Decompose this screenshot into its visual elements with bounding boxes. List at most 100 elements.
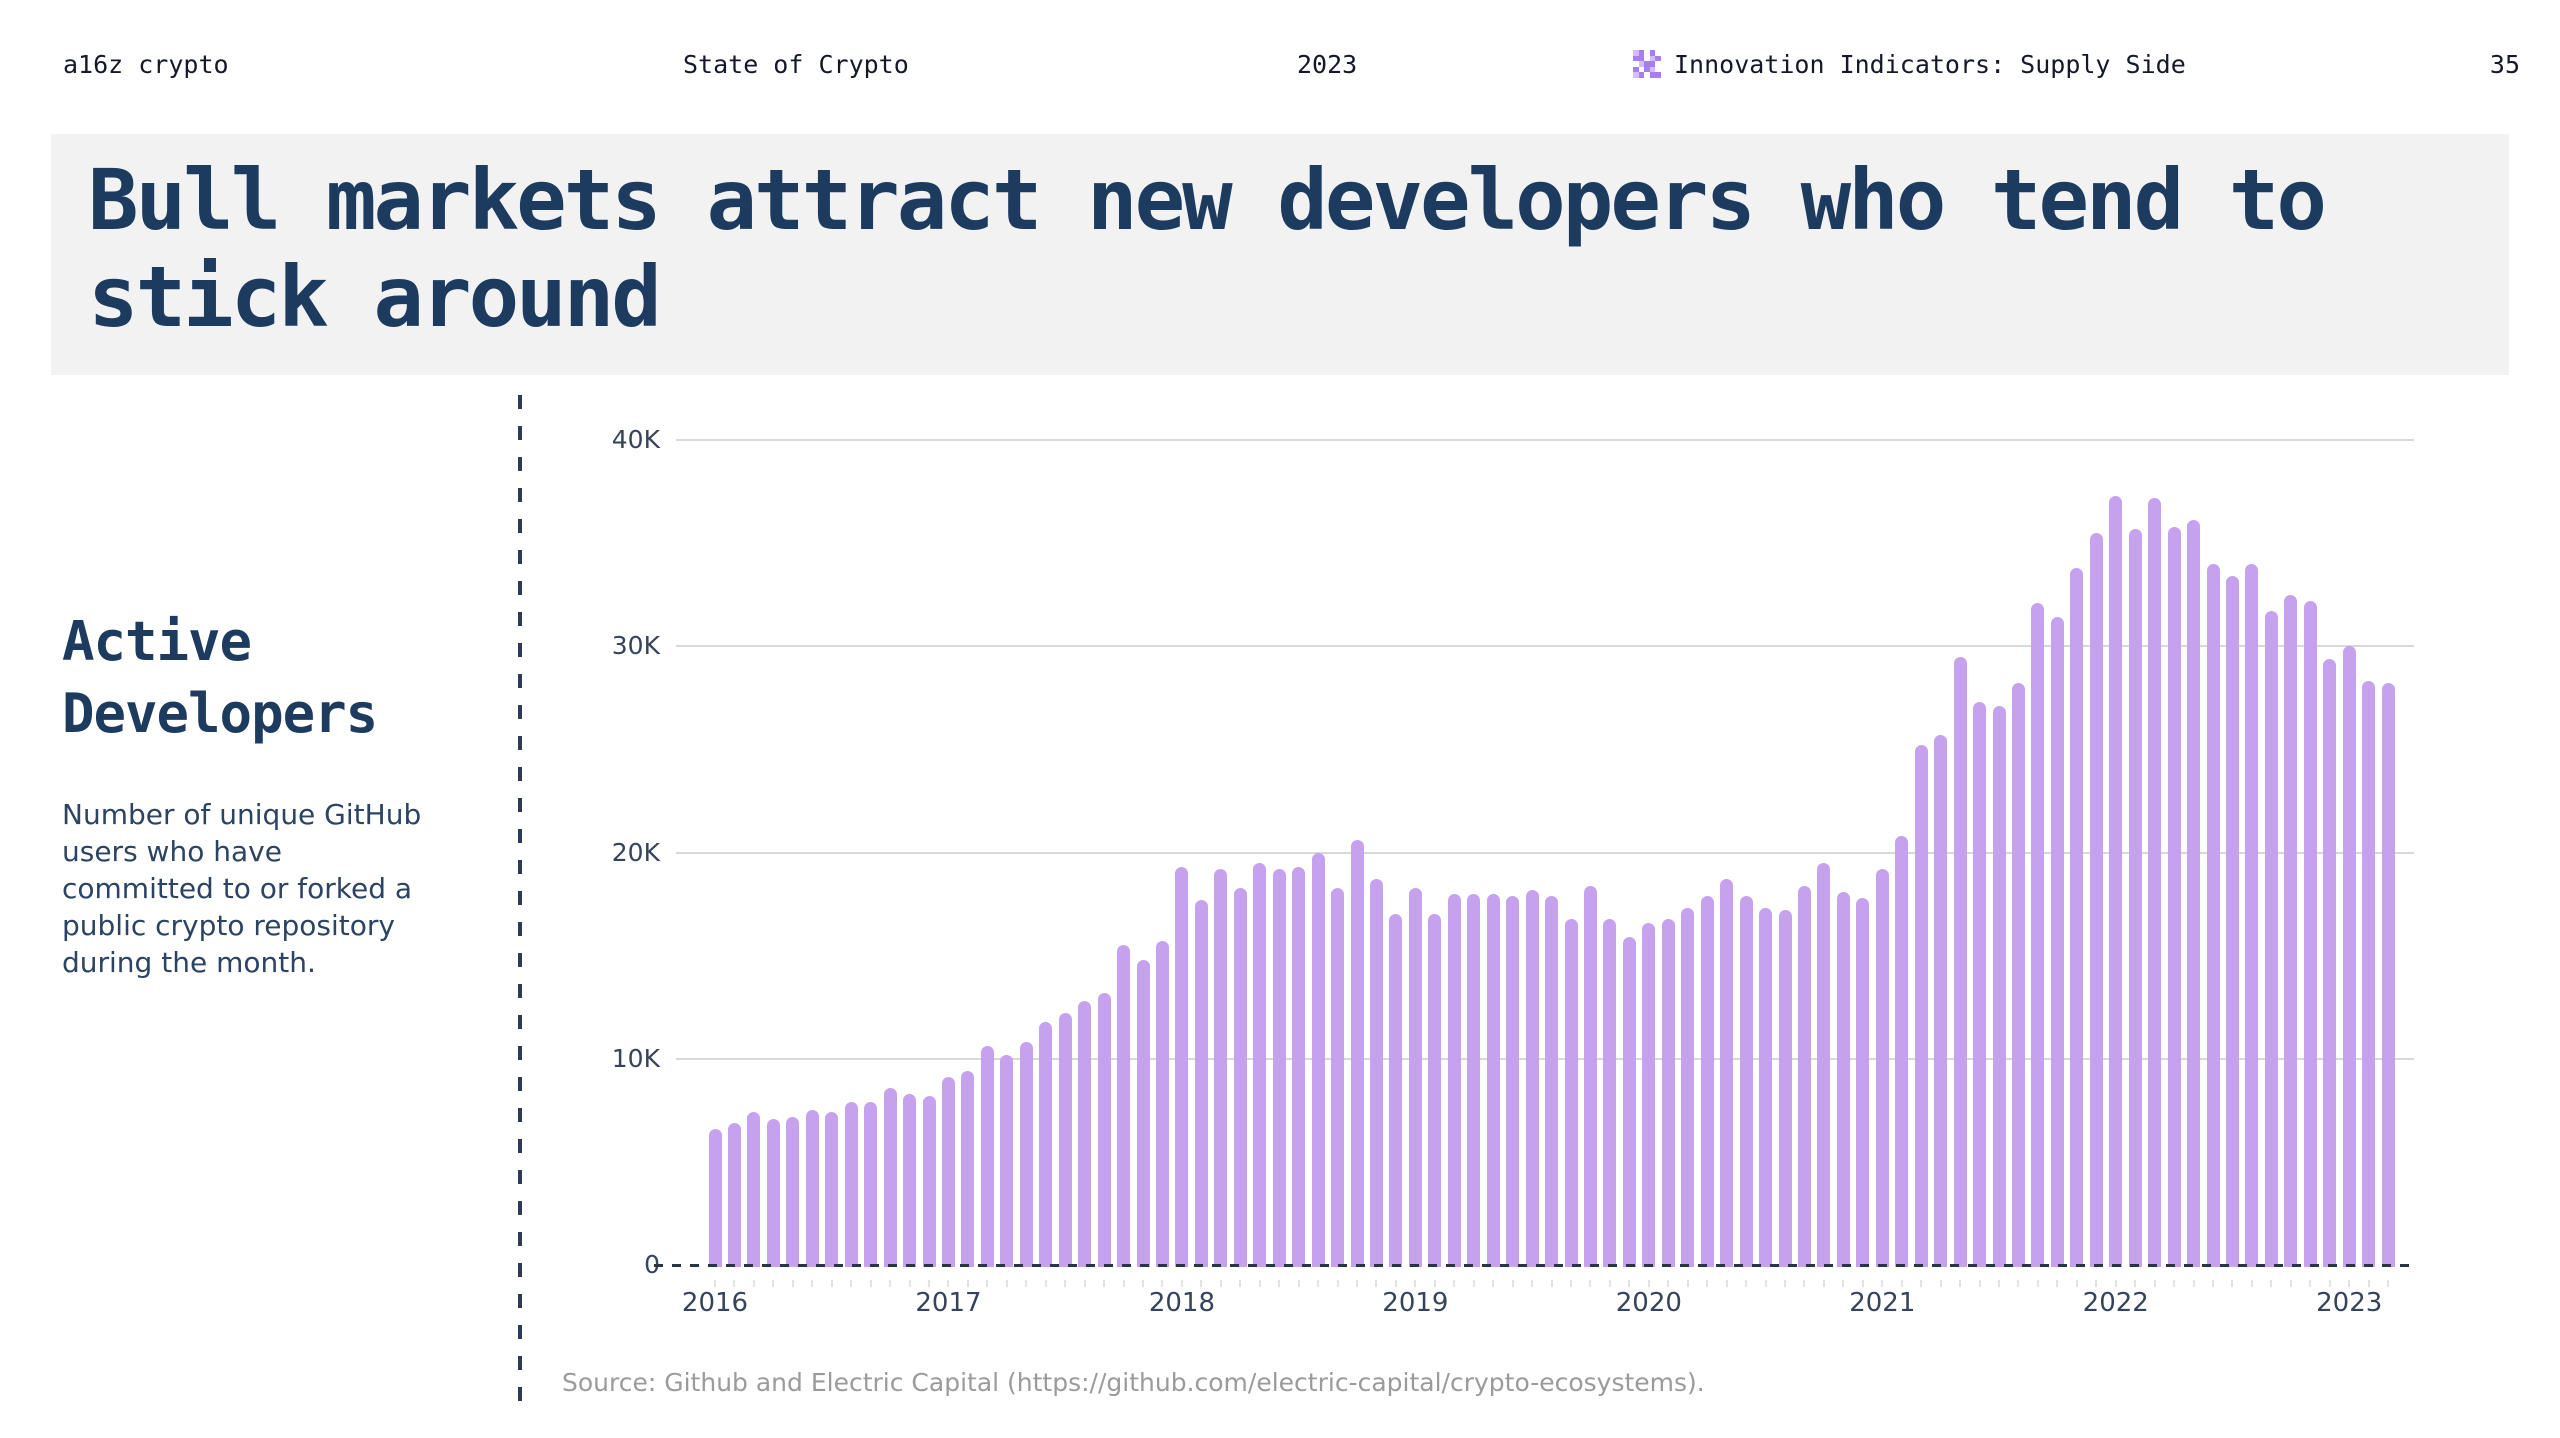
bar-month-84 (2342, 646, 2356, 1267)
chart-description-line: committed to or forked a (62, 872, 413, 905)
x-month-tick (1258, 1280, 1261, 1287)
x-month-tick (2328, 1280, 2331, 1287)
bar-month-28 (1253, 862, 1267, 1267)
bar-month-73 (2128, 528, 2142, 1267)
bar-month-40 (1486, 893, 1500, 1267)
x-month-tick (928, 1280, 930, 1287)
x-month-tick (2192, 1280, 2195, 1287)
bar-month-26 (1214, 869, 1228, 1267)
x-month-tick (1200, 1280, 1203, 1287)
x-month-tick (1083, 1280, 1086, 1287)
x-month-tick (1180, 1280, 1183, 1287)
bar-month-79 (2245, 563, 2259, 1267)
bar-month-1 (727, 1122, 741, 1267)
x-month-tick (752, 1280, 755, 1287)
x-axis-label-2020: 2020 (1615, 1288, 1682, 1318)
x-month-tick (1861, 1280, 1864, 1287)
chart-description-line: public crypto repository (62, 909, 395, 942)
pixel-cell (1633, 55, 1639, 62)
bar-month-42 (1525, 889, 1539, 1267)
chart-heading-line2: Developers (62, 682, 378, 745)
bar-month-16 (1019, 1042, 1033, 1267)
page-number: 35 (2489, 50, 2520, 79)
bar-month-11 (922, 1095, 936, 1267)
x-axis-label-2018: 2018 (1148, 1288, 1215, 1318)
x-month-tick (830, 1280, 833, 1287)
bar-month-53 (1739, 895, 1753, 1267)
pixel-cell (1655, 72, 1661, 78)
x-month-tick (2270, 1280, 2273, 1287)
y-gridline-10K (676, 1057, 2414, 1060)
bar-month-9 (883, 1087, 897, 1267)
x-month-tick (1356, 1280, 1358, 1287)
x-month-tick (1142, 1280, 1144, 1287)
x-month-tick (2153, 1280, 2156, 1287)
bar-month-80 (2264, 611, 2278, 1267)
y-axis-label-10K: 10K (611, 1043, 660, 1073)
x-month-tick (1589, 1280, 1592, 1287)
x-axis-baseline (654, 1264, 2418, 1267)
x-month-tick (1803, 1280, 1806, 1287)
x-month-tick (1394, 1280, 1397, 1287)
x-month-tick (947, 1280, 950, 1287)
x-month-tick (1959, 1280, 1962, 1287)
pixel-cell (1649, 61, 1656, 67)
bar-month-59 (1856, 897, 1870, 1267)
pixel-cell (1633, 72, 1639, 78)
bar-month-66 (1992, 706, 2006, 1267)
bar-month-8 (864, 1102, 878, 1267)
bar-month-74 (2148, 497, 2162, 1267)
x-month-tick (1978, 1280, 1981, 1287)
bar-month-38 (1447, 893, 1461, 1267)
source-citation: Source: Github and Electric Capital (htt… (562, 1368, 1705, 1397)
x-month-tick (1511, 1280, 1514, 1287)
y-axis-label-40K: 40K (611, 425, 660, 454)
x-month-tick (850, 1280, 853, 1287)
bar-month-2 (747, 1112, 761, 1267)
bar-month-50 (1681, 908, 1695, 1267)
pixel-cell (1644, 61, 1650, 67)
x-month-tick (2114, 1280, 2117, 1287)
pixel-cell (1649, 55, 1656, 62)
x-month-tick (1278, 1280, 1281, 1287)
bar-month-31 (1311, 852, 1325, 1267)
x-month-tick (714, 1280, 716, 1287)
x-month-tick (1044, 1280, 1047, 1287)
bar-month-86 (2381, 683, 2395, 1267)
bar-month-46 (1603, 918, 1617, 1267)
x-month-tick (1375, 1280, 1378, 1287)
pixel-cell (1638, 50, 1645, 56)
x-month-tick (1064, 1280, 1067, 1287)
pixel-cell (1649, 72, 1656, 78)
x-month-tick (1492, 1280, 1495, 1287)
bar-month-56 (1797, 885, 1811, 1267)
x-month-tick (2348, 1280, 2351, 1287)
x-month-tick (1453, 1280, 1456, 1287)
x-month-tick (791, 1280, 794, 1287)
bar-month-7 (844, 1102, 858, 1267)
bar-month-70 (2070, 567, 2084, 1267)
bar-month-47 (1622, 937, 1636, 1267)
x-month-tick (1764, 1280, 1767, 1287)
x-month-tick (908, 1280, 911, 1287)
bar-month-77 (2206, 563, 2220, 1267)
x-month-tick (1822, 1280, 1825, 1287)
x-month-tick (1550, 1280, 1553, 1287)
chart-description: Number of unique GitHub users who have com… (62, 796, 421, 981)
bar-month-13 (961, 1071, 975, 1267)
x-month-tick (1297, 1280, 1300, 1287)
x-month-tick (986, 1280, 989, 1287)
x-month-tick (1900, 1280, 1903, 1287)
x-month-tick (733, 1280, 736, 1287)
x-axis-label-2023: 2023 (2316, 1288, 2383, 1318)
y-gridline-30K (676, 645, 2414, 648)
x-month-tick (1414, 1280, 1417, 1287)
bar-month-71 (2089, 532, 2103, 1267)
bar-month-55 (1778, 910, 1792, 1267)
bar-month-57 (1817, 862, 1831, 1267)
dashed-divider (518, 395, 522, 1409)
bar-month-85 (2362, 681, 2376, 1267)
pixel-grid-icon (1633, 50, 1661, 78)
